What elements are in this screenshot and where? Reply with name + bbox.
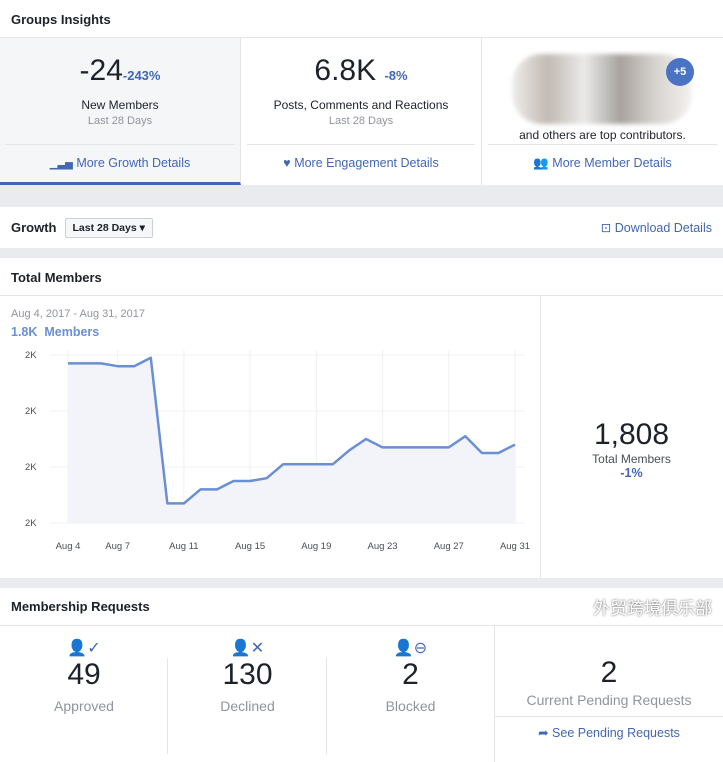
total-members-change: -1% [620,466,643,480]
link-label: More Engagement Details [294,156,439,170]
stat-top-contributors[interactable]: +5 and others are top contributors. 👥 Mo… [482,38,723,185]
section-title: Membership Requests [11,599,150,614]
dropdown-value: Last 28 Days [72,221,137,234]
stat-new-members[interactable]: -24-243% New Members Last 28 Days ▁▃▅ Mo… [0,38,241,185]
approved-value: 49 [67,658,101,691]
pending-value: 2 [600,656,618,689]
approved-label: Approved [54,698,114,714]
declined-value: 130 [222,658,273,691]
stat-value: -24 [79,54,123,87]
y-tick-label: 2K [25,350,37,361]
more-engagement-details-link[interactable]: ♥ More Engagement Details [247,144,475,170]
caret-down-icon: ▾ [139,221,145,234]
download-icon: ⊡ [600,221,612,235]
user-blocked-icon: 👤⊖ [393,640,428,657]
stat-change: -8% [384,68,408,83]
link-label: More Growth Details [76,156,191,170]
heart-pulse-icon: ♥ [283,156,291,170]
total-members-card: Total Members Aug 4, 2017 - Aug 31, 2017… [0,258,723,578]
x-tick-label: Aug 15 [235,541,265,552]
people-icon: 👥 [533,156,549,170]
user-x-icon: 👤✕ [230,640,265,657]
link-label: See Pending Requests [552,726,680,740]
members-summary: 1.8K Members [11,325,100,339]
stat-label: Posts, Comments and Reactions [273,98,449,112]
share-arrow-icon: ➦ [538,726,549,740]
link-label: Download Details [614,221,712,235]
date-range: Aug 4, 2017 - Aug 31, 2017 [11,308,145,320]
pending-stat: 2 Current Pending Requests ➦ See Pending… [495,626,723,762]
blocked-stat: 👤⊖ 2 Blocked [327,626,495,762]
members-chart: 2K 2K 2K 2K Aug 4 Aug 7 Aug 11 Aug 15 Aug 19 Aug … [25,350,530,552]
link-label: More Member Details [552,156,672,170]
stat-value: 6.8K [314,54,377,87]
more-growth-details-link[interactable]: ▁▃▅ More Growth Details [6,144,234,170]
x-tick-label: Aug 19 [301,541,331,552]
insights-card: Groups Insights -24-243% New Members Las… [0,0,723,185]
user-check-icon: 👤✓ [67,640,101,657]
total-members-label: Total Members [592,452,671,466]
pending-label: Current Pending Requests [526,692,692,708]
y-tick-label: 2K [25,518,37,529]
blocked-value: 2 [402,658,419,691]
section-title: Total Members [0,258,723,296]
area-fill [68,357,515,523]
blocked-label: Blocked [385,698,436,714]
y-tick-label: 2K [25,462,37,473]
stat-change: -243% [122,68,161,83]
membership-card: Membership Requests 外贸跨境俱乐部 👤✓ 49 Approv… [0,588,723,762]
see-pending-requests-link[interactable]: ➦ See Pending Requests [495,716,723,740]
x-tick-label: Aug 27 [434,541,464,552]
y-tick-label: 2K [25,406,37,417]
stat-period: Last 28 Days [328,115,394,127]
page-title: Groups Insights [0,0,723,38]
contributor-avatars[interactable] [512,54,692,124]
x-tick-label: Aug 31 [500,541,530,552]
more-contributors-badge[interactable]: +5 [666,58,694,86]
bar-chart-icon: ▁▃▅ [49,159,73,170]
growth-label: Growth [11,220,57,235]
x-tick-label: Aug 7 [105,541,130,552]
period-dropdown[interactable]: Last 28 Days ▾ [64,217,153,238]
x-tick-label: Aug 11 [169,541,198,552]
download-details-link[interactable]: ⊡ Download Details [601,220,712,235]
series-line [68,356,516,505]
declined-stat: 👤✕ 130 Declined [168,626,327,762]
approved-stat: 👤✓ 49 Approved [0,626,168,762]
declined-label: Declined [220,698,275,714]
more-member-details-link[interactable]: 👥 More Member Details [488,144,717,171]
contributors-caption: and others are top contributors. [519,128,686,142]
x-tick-label: Aug 4 [56,541,81,552]
stat-period: Last 28 Days [87,115,153,127]
x-tick-label: Aug 23 [367,541,397,552]
watermark: 外贸跨境俱乐部 [593,599,712,618]
total-members-value: 1,808 [593,418,670,451]
stat-engagement[interactable]: 6.8K -8% Posts, Comments and Reactions L… [241,38,482,185]
growth-bar: Growth Last 28 Days ▾ ⊡ Download Details [0,207,723,248]
stat-label: New Members [81,98,159,112]
